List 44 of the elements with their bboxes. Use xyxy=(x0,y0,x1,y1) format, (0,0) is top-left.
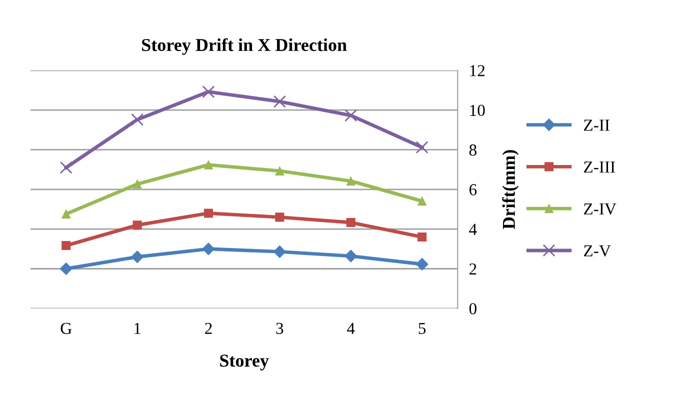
point xyxy=(202,242,215,256)
point xyxy=(416,258,428,270)
point xyxy=(344,109,358,122)
point xyxy=(132,180,142,189)
x-tick-label: 3 xyxy=(276,322,284,334)
legend-label: Z-III xyxy=(584,162,615,173)
point xyxy=(132,220,142,230)
chart-title: Storey Drift in X Direction xyxy=(142,38,347,55)
point xyxy=(344,250,358,262)
point xyxy=(62,209,71,219)
y-tick-label: 6 xyxy=(469,184,477,196)
y-tick-label: 4 xyxy=(469,224,477,235)
point xyxy=(275,212,284,222)
point xyxy=(131,250,144,264)
point xyxy=(418,196,427,206)
point xyxy=(202,86,215,98)
point xyxy=(131,113,144,126)
point xyxy=(60,161,72,174)
legend-label: Z-V xyxy=(584,245,611,257)
point xyxy=(273,95,286,108)
x-tick-label: 1 xyxy=(134,322,140,334)
legend-label: Z-IV xyxy=(584,203,616,215)
y-axis-title: Drift(mm) xyxy=(502,150,519,230)
point xyxy=(204,160,213,170)
x-axis-title: Storey xyxy=(220,354,269,370)
point xyxy=(416,141,428,154)
x-tick-label: 2 xyxy=(205,322,212,334)
legend-label: Z-II xyxy=(584,120,610,131)
point xyxy=(60,262,72,275)
y-tick-label: 10 xyxy=(470,104,485,116)
point xyxy=(62,241,71,250)
y-tick-label: 2 xyxy=(469,264,476,275)
y-tick-label: 12 xyxy=(470,65,485,76)
point xyxy=(418,232,427,242)
y-tick-label: 0 xyxy=(469,303,476,314)
x-tick-label: 5 xyxy=(418,322,426,334)
point xyxy=(346,176,356,186)
point xyxy=(346,218,356,228)
point xyxy=(275,166,284,176)
x-tick-label: 4 xyxy=(347,322,355,334)
point xyxy=(273,245,286,258)
y-tick-label: 8 xyxy=(469,144,476,156)
x-tick-label: G xyxy=(60,322,72,334)
point xyxy=(204,208,213,218)
